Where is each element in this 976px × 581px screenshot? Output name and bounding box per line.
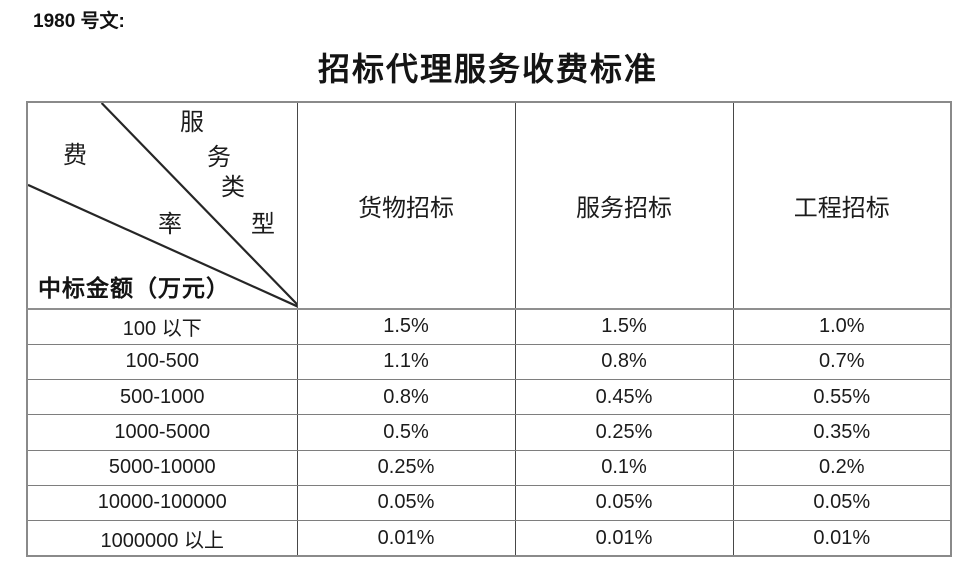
table-row: 1000000 以上 0.01% 0.01% 0.01% (26, 520, 952, 557)
table-cell: 0.1% (514, 449, 734, 486)
row-label: 5000-10000 (26, 449, 298, 486)
table-cell: 0.7% (732, 343, 952, 380)
row-label: 100-500 (26, 343, 298, 380)
table-row: 100 以下 1.5% 1.5% 1.0% (26, 308, 952, 345)
table-row: 1000-5000 0.5% 0.25% 0.35% (26, 414, 952, 451)
table-cell: 0.45% (514, 378, 734, 416)
corner-label-char: 型 (251, 212, 275, 238)
table-cell: 0.25% (296, 449, 516, 486)
corner-label-char: 费 (63, 143, 87, 169)
table-cell: 1.5% (514, 308, 734, 345)
corner-label-char: 务 (207, 145, 231, 171)
diagonal-corner-cell: 服 务 类 型 费 率 中标金额（万元） (26, 101, 298, 310)
table-cell: 1.1% (296, 343, 516, 380)
row-label: 1000000 以上 (26, 520, 298, 557)
row-axis-label: 中标金额（万元） (38, 275, 230, 301)
table-cell: 0.05% (296, 484, 516, 522)
column-header-engineering: 工程招标 (732, 101, 952, 310)
row-label: 100 以下 (26, 308, 298, 345)
fee-table: 服 务 类 型 费 率 中标金额（万元） 货物招标 服务招标 工程招标 100 … (26, 101, 952, 557)
row-label: 10000-100000 (26, 484, 298, 522)
table-row: 100-500 1.1% 0.8% 0.7% (26, 343, 952, 380)
table-cell: 0.05% (514, 484, 734, 522)
table-header-row: 服 务 类 型 费 率 中标金额（万元） 货物招标 服务招标 工程招标 (26, 101, 952, 310)
table-cell: 0.8% (514, 343, 734, 380)
corner-label-char: 服 (180, 110, 204, 136)
page-title: 招标代理服务收费标准 (317, 51, 658, 87)
table-cell: 0.55% (732, 378, 952, 416)
table-cell: 0.5% (296, 414, 516, 451)
table-cell: 0.35% (732, 414, 952, 451)
column-header-services: 服务招标 (514, 101, 734, 310)
table-cell: 1.0% (732, 308, 952, 345)
table-cell: 0.8% (296, 378, 516, 416)
table-row: 500-1000 0.8% 0.45% 0.55% (26, 378, 952, 416)
table-cell: 0.01% (296, 520, 516, 557)
table-cell: 1.5% (296, 308, 516, 345)
table-cell: 0.2% (732, 449, 952, 486)
table-cell: 0.05% (732, 484, 952, 522)
table-cell: 0.01% (514, 520, 734, 557)
table-cell: 0.01% (732, 520, 952, 557)
table-cell: 0.25% (514, 414, 734, 451)
row-label: 500-1000 (26, 378, 298, 416)
doc-number: 1980 号文: (33, 11, 125, 32)
diagonal-lines (28, 103, 297, 308)
corner-label-char: 类 (221, 175, 245, 201)
table-row: 5000-10000 0.25% 0.1% 0.2% (26, 449, 952, 486)
column-header-goods: 货物招标 (296, 101, 516, 310)
corner-label-char: 率 (158, 212, 182, 238)
table-row: 10000-100000 0.05% 0.05% 0.05% (26, 484, 952, 522)
row-label: 1000-5000 (26, 414, 298, 451)
